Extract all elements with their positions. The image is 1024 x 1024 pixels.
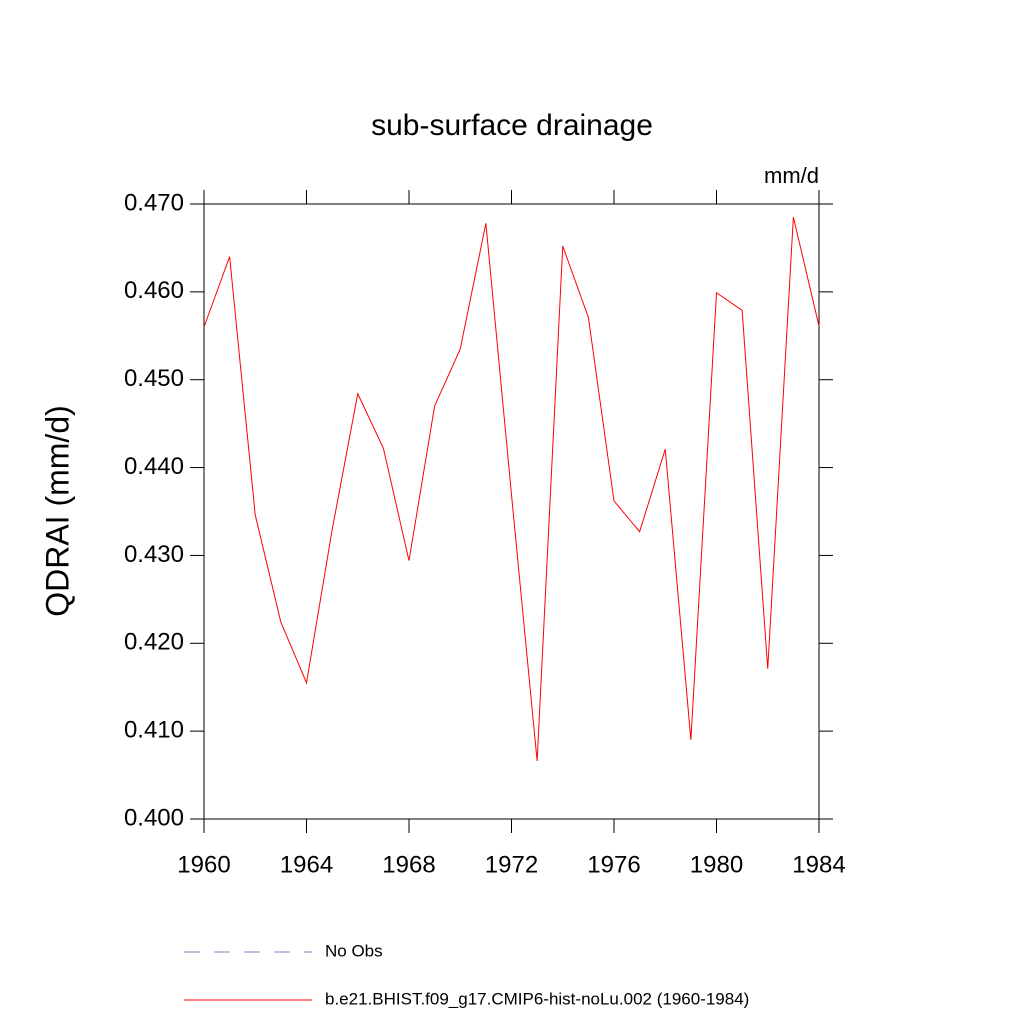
legend-label: b.e21.BHIST.f09_g17.CMIP6-hist-noLu.002 … [325, 989, 749, 1008]
x-tick-label: 1976 [587, 851, 640, 878]
units-label: mm/d [764, 163, 819, 188]
plot-frame [203, 203, 820, 820]
y-tick-label: 0.470 [124, 189, 184, 216]
x-tick-label: 1984 [792, 851, 845, 878]
y-tick-label: 0.440 [124, 453, 184, 480]
x-tick-label: 1968 [382, 851, 435, 878]
data-line [203, 217, 820, 762]
chart-title: sub-surface drainage [371, 109, 653, 142]
x-tick-label: 1964 [280, 851, 333, 878]
x-tick-label: 1980 [690, 851, 743, 878]
y-tick-label: 0.410 [124, 716, 184, 743]
y-tick-label: 0.420 [124, 629, 184, 656]
legend-label: No Obs [325, 941, 383, 960]
y-tick-label: 0.450 [124, 365, 184, 392]
y-tick-label: 0.430 [124, 541, 184, 568]
y-tick-label: 0.400 [124, 804, 184, 831]
x-tick-label: 1972 [485, 851, 538, 878]
y-axis-label: QDRAI (mm/d) [39, 405, 75, 617]
y-tick-label: 0.460 [124, 277, 184, 304]
x-tick-label: 1960 [177, 851, 230, 878]
